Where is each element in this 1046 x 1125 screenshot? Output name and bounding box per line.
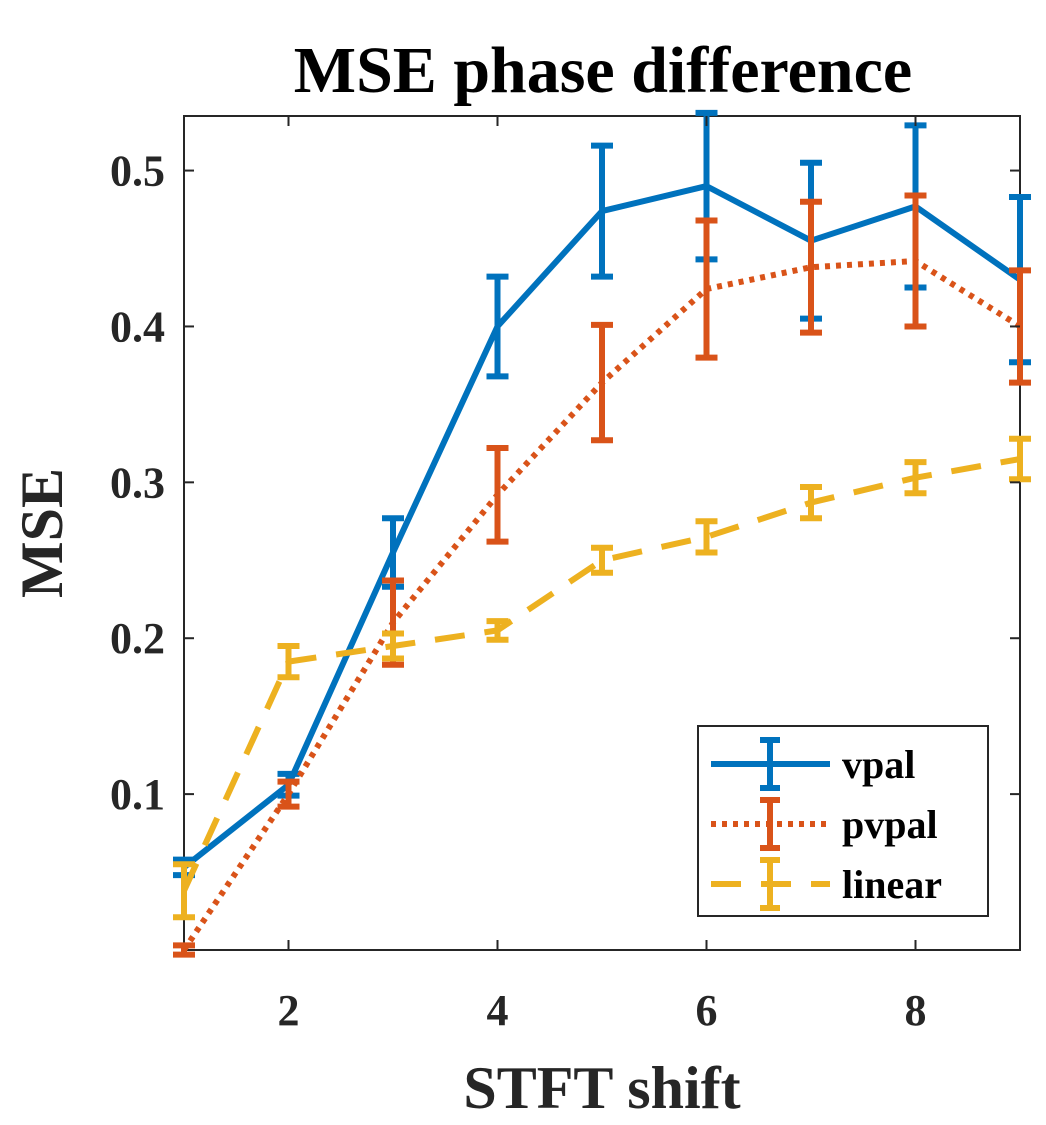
legend-item-linear: linear [711,857,942,911]
error-bar [1009,435,1031,483]
error-bar [591,142,613,280]
y-tick-label: 0.5 [110,147,165,196]
x-tick-label: 4 [487,986,509,1035]
error-bar [486,445,509,545]
error-bar [695,518,718,556]
y-tick-label: 0.3 [110,458,165,507]
error-bar [486,273,509,380]
legend-item-vpal: vpal [711,737,915,791]
error-bar [382,630,404,662]
series-linear [173,435,1031,921]
series-pvpal [173,192,1031,958]
legend-label: vpal [842,742,915,787]
error-bar [486,618,509,643]
x-tick-label: 6 [696,986,718,1035]
error-bar [904,459,927,497]
error-bar [173,942,195,958]
x-axis-label: STFT shift [463,1055,740,1121]
y-tick-label: 0.1 [110,770,165,819]
error-bar [695,217,718,361]
legend-label: pvpal [842,802,938,847]
error-bar [277,643,300,681]
error-bar [800,198,822,336]
y-tick-label: 0.2 [110,614,165,663]
chart-title: MSE phase difference [294,34,912,107]
error-bar [800,484,822,522]
y-tick-label: 0.4 [110,302,165,351]
x-tick-label: 2 [278,986,300,1035]
error-bar [591,321,613,444]
error-bar [173,861,195,921]
y-axis-label: MSE [9,468,75,598]
error-bar [904,192,927,330]
x-tick-label: 8 [905,986,927,1035]
series-layer [173,109,1031,958]
legend-item-pvpal: pvpal [711,797,938,851]
error-bar [277,778,300,810]
error-bar [591,544,613,576]
series-line-linear [181,456,1021,893]
axes: 2 4 6 8 0.1 0.2 0.3 0.4 0.5 [110,116,1020,1035]
legend-label: linear [842,862,942,907]
legend: vpal pvpal linear [697,725,989,917]
